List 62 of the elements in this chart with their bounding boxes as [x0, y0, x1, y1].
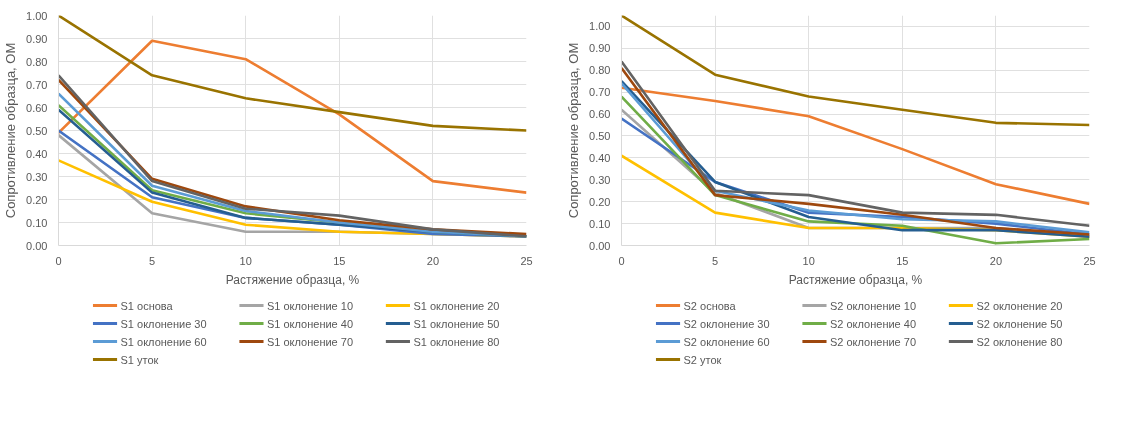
- legend-label: S1 оклонение 10: [266, 299, 354, 312]
- x-axis-title: Растяжение образца, %: [788, 272, 923, 287]
- x-tick-label: 10: [802, 254, 815, 267]
- y-tick-label: 0.00: [26, 239, 48, 252]
- legend-label: S1 основа: [120, 299, 174, 312]
- y-axis-title: Сопротивление образца, ОМ: [3, 42, 19, 219]
- legend-label: S2 основа: [683, 299, 737, 312]
- legend-label: S2 оклонение 70: [829, 335, 917, 348]
- y-tick-label: 0.40: [589, 151, 611, 164]
- y-axis-title: Сопротивление образца, ОМ: [566, 42, 582, 219]
- legend-label: S1 оклонение 40: [266, 317, 354, 330]
- y-tick-label: 0.20: [589, 195, 611, 208]
- x-tick-label: 20: [426, 254, 440, 267]
- legend-label: S1 оклонение 70: [266, 335, 354, 348]
- y-tick-label: 0.30: [589, 173, 611, 186]
- y-tick-label: 0.90: [26, 32, 48, 45]
- x-tick-label: 0: [55, 254, 62, 267]
- x-tick-label: 20: [989, 254, 1003, 267]
- y-tick-label: 0.00: [589, 239, 611, 252]
- y-tick-label: 0.50: [26, 124, 48, 137]
- y-tick-label: 0.10: [26, 216, 48, 229]
- y-tick-label: 0.10: [589, 217, 611, 230]
- legend-label: S1 оклонение 50: [413, 317, 500, 330]
- line-series: [621, 15, 1090, 127]
- legend-label: S1 оклонение 20: [413, 299, 500, 312]
- legend-label: S2 оклонение 40: [829, 317, 917, 330]
- y-tick-label: 0.30: [26, 170, 48, 183]
- y-tick-label: 0.80: [26, 55, 48, 68]
- line-series: [58, 39, 527, 194]
- line-series: [621, 86, 1090, 206]
- line-series: [58, 15, 527, 132]
- legend-label: S2 оклонение 10: [829, 299, 917, 312]
- x-tick-label: 10: [239, 254, 252, 267]
- legend-label: S2 оклонение 60: [683, 335, 770, 348]
- x-axis-title: Растяжение образца, %: [225, 272, 360, 287]
- x-tick-label: 25: [1083, 254, 1096, 267]
- legend-label: S1 оклонение 80: [413, 335, 500, 348]
- legend-label: S1 оклонение 60: [120, 335, 207, 348]
- y-tick-label: 0.50: [589, 129, 611, 142]
- legend-label: S1 оклонение 30: [120, 317, 207, 330]
- y-tick-label: 0.70: [589, 86, 611, 99]
- x-tick-label: 15: [896, 254, 909, 267]
- y-tick-label: 0.60: [589, 108, 611, 121]
- legend-label: S2 уток: [683, 353, 722, 366]
- y-tick-label: 0.60: [26, 101, 48, 114]
- x-tick-label: 25: [520, 254, 533, 267]
- y-tick-label: 0.20: [26, 193, 48, 206]
- legend-label: S2 оклонение 30: [683, 317, 770, 330]
- legend-label: S2 оклонение 20: [976, 299, 1063, 312]
- x-tick-label: 5: [712, 254, 719, 267]
- y-tick-label: 0.70: [26, 78, 48, 91]
- legend-label: S2 оклонение 80: [976, 335, 1063, 348]
- x-tick-label: 5: [149, 254, 156, 267]
- legend-label: S2 оклонение 50: [976, 317, 1063, 330]
- legend-label: S1 уток: [120, 353, 159, 366]
- y-tick-label: 1.00: [26, 9, 48, 22]
- y-tick-label: 1.00: [589, 20, 611, 33]
- x-tick-label: 15: [333, 254, 346, 267]
- x-tick-label: 0: [618, 254, 625, 267]
- y-tick-label: 0.80: [589, 64, 611, 77]
- y-tick-label: 0.90: [589, 42, 611, 55]
- y-tick-label: 0.40: [26, 147, 48, 160]
